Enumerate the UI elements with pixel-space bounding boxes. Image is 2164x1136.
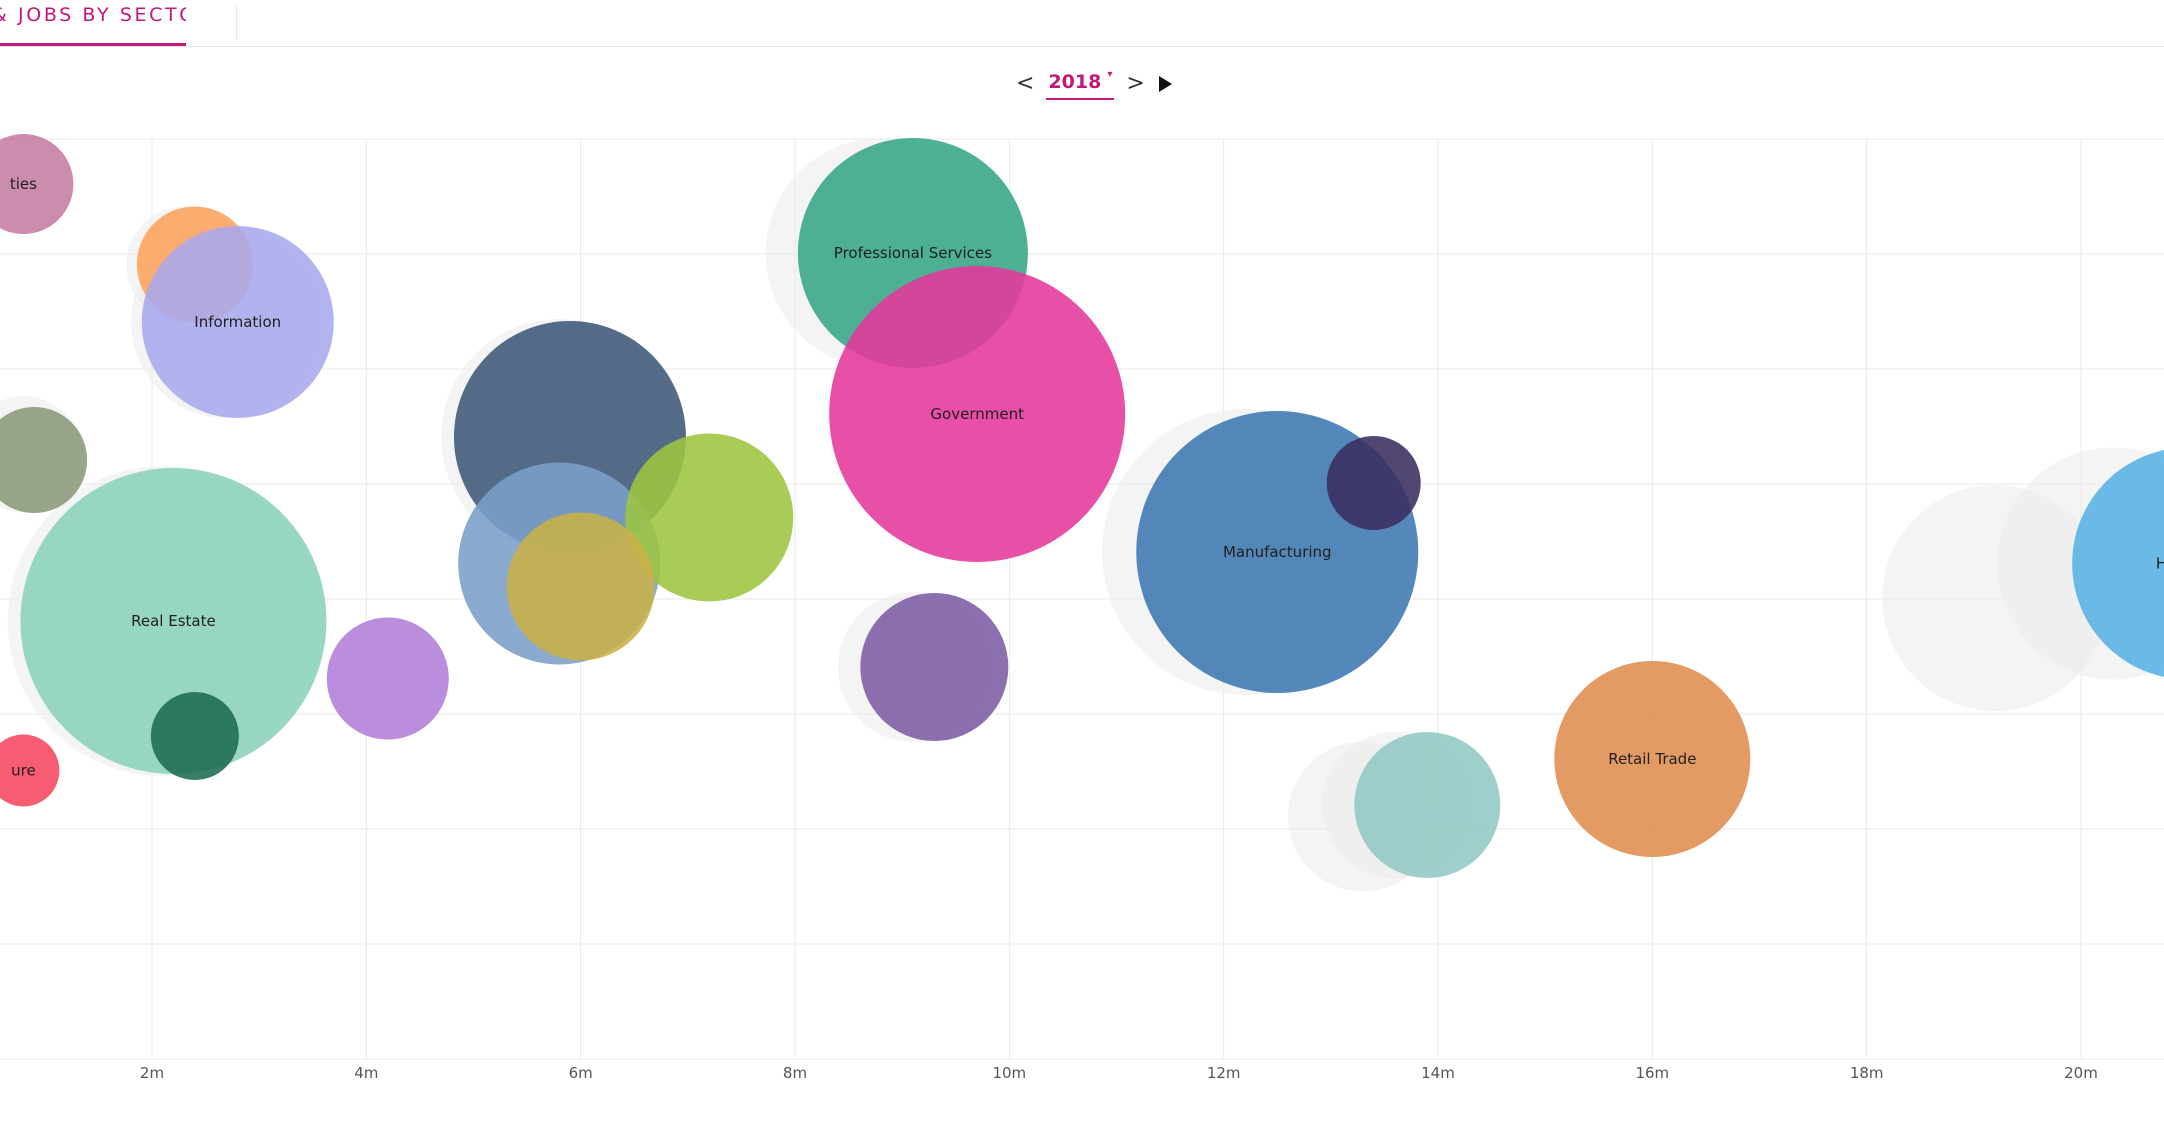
- sector-bubble[interactable]: [506, 512, 655, 661]
- sector-bubble[interactable]: [0, 134, 74, 234]
- sector-bubble[interactable]: [0, 407, 88, 513]
- year-navigator: < 2018 ▾ >: [1016, 66, 1172, 102]
- sector-bubble[interactable]: [829, 266, 1126, 562]
- tab-divider: [236, 6, 237, 40]
- next-year-button[interactable]: >: [1126, 71, 1145, 96]
- tab-bar: & JOBS BY SECTOR: [0, 0, 2164, 47]
- sector-bubble[interactable]: [150, 692, 239, 780]
- sector-bubble[interactable]: [326, 617, 449, 740]
- sector-bubble-label: Health C: [2156, 555, 2164, 573]
- x-tick-label: 18m: [1850, 1064, 1884, 1082]
- sector-bubble-label: Professional Services: [834, 244, 992, 262]
- sector-bubble-label: Manufacturing: [1223, 543, 1332, 561]
- sector-bubble-label: Information: [194, 313, 281, 331]
- tab-jobs-by-sector[interactable]: & JOBS BY SECTOR: [0, 0, 186, 46]
- sector-bubble-label: ties: [10, 175, 37, 193]
- x-tick-label: 4m: [354, 1064, 378, 1082]
- x-tick-label: 2m: [140, 1064, 164, 1082]
- year-dropdown[interactable]: 2018 ▾: [1046, 68, 1115, 100]
- tab-jobs-by-sector-label: & JOBS BY SECTOR: [0, 4, 186, 26]
- sector-bubble[interactable]: [2072, 448, 2164, 680]
- play-icon[interactable]: [1158, 76, 1172, 92]
- sector-bubble[interactable]: [860, 593, 1009, 741]
- x-tick-label: 16m: [1635, 1064, 1669, 1082]
- sector-bubble[interactable]: [0, 734, 60, 807]
- bubble-labels: ties Information Real Estate ure Professiona…: [10, 175, 2164, 780]
- x-tick-label: 20m: [2064, 1064, 2098, 1082]
- sector-bubble[interactable]: [20, 468, 327, 774]
- year-value: 2018: [1048, 71, 1102, 93]
- sector-bubble[interactable]: [141, 226, 334, 418]
- x-tick-label: 12m: [1207, 1064, 1241, 1082]
- x-tick-label: 6m: [569, 1064, 593, 1082]
- sector-bubble[interactable]: [1326, 436, 1421, 530]
- prev-year-button[interactable]: <: [1016, 71, 1035, 96]
- sector-bubble-label: ure: [11, 762, 36, 780]
- sector-bubble[interactable]: [625, 433, 794, 602]
- sector-bubble-label: Government: [930, 405, 1024, 423]
- sector-bubble-label: Real Estate: [131, 612, 216, 630]
- sector-bubbles: [0, 134, 2164, 878]
- sector-bubble[interactable]: [1554, 661, 1751, 857]
- x-tick-label: 14m: [1421, 1064, 1455, 1082]
- x-tick-label: 8m: [783, 1064, 807, 1082]
- chevron-down-icon: ▾: [1107, 69, 1113, 80]
- sector-bubble[interactable]: [1354, 732, 1501, 878]
- x-axis-ticks: 2m 4m 6m 8m 10m 12m 14m 16m 18m 20m: [140, 1064, 2098, 1082]
- sector-bubble-label: Retail Trade: [1608, 750, 1696, 768]
- x-tick-label: 10m: [992, 1064, 1026, 1082]
